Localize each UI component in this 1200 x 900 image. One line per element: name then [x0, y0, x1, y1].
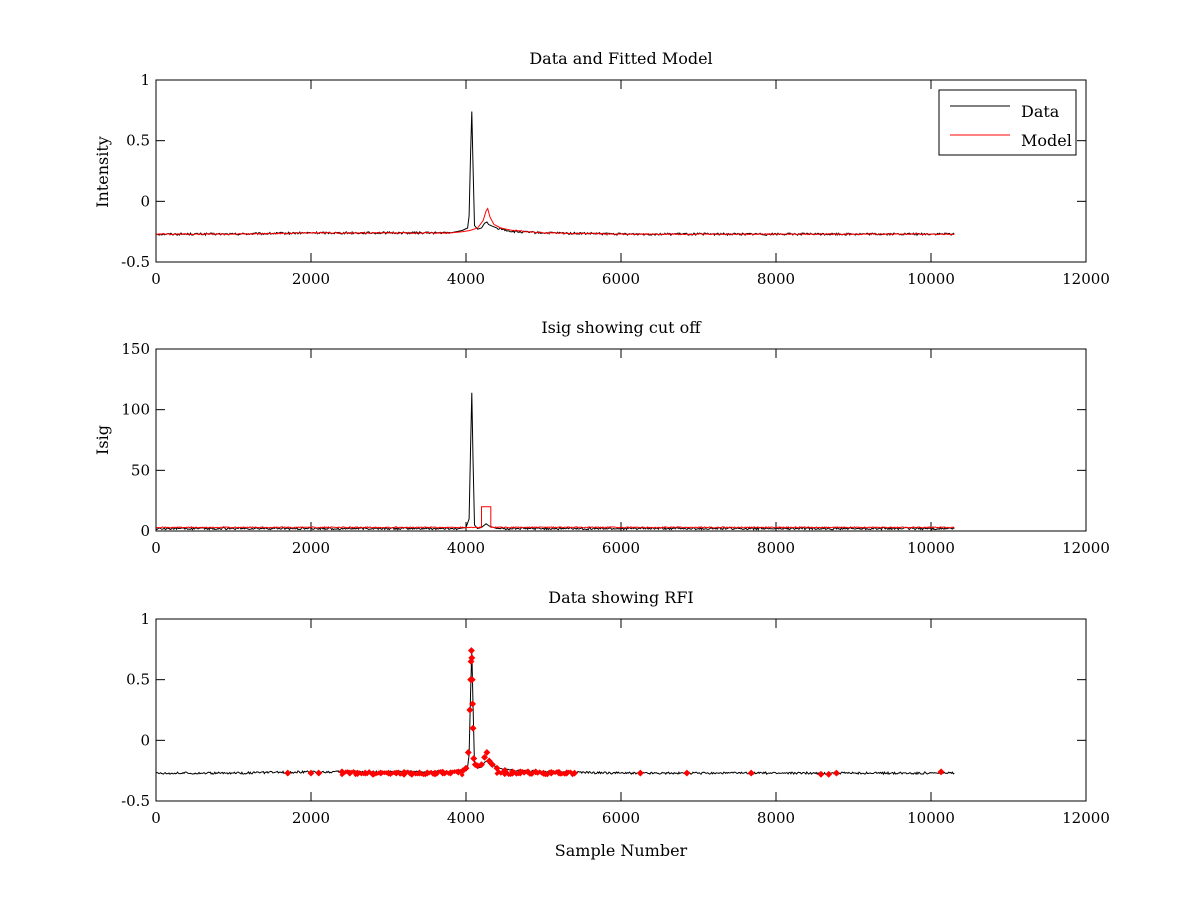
x-tick-label: 2000: [292, 539, 330, 557]
subplot-title: Data and Fitted Model: [529, 49, 712, 68]
y-tick-label: 150: [121, 340, 150, 358]
x-tick-label: 2000: [292, 270, 330, 288]
subplot-title: Isig showing cut off: [541, 318, 702, 337]
rfi-marker: [937, 768, 945, 776]
rfi-marker: [825, 770, 833, 778]
x-tick-label: 12000: [1062, 809, 1110, 827]
x-tick-label: 0: [151, 809, 161, 827]
rfi-marker: [467, 646, 475, 655]
rfi-marker: [462, 764, 470, 772]
subplot-isig-showing-cut-off: Isig showing cut off Isig 0 2000 4000 6000 8…: [93, 318, 1110, 557]
rfi-marker: [817, 770, 825, 778]
x-tick-label: 6000: [602, 270, 640, 288]
rfi-marker: [468, 676, 476, 684]
x-tick-label: 6000: [602, 809, 640, 827]
x-tick-label: 12000: [1062, 539, 1110, 557]
x-tick-label: 8000: [757, 270, 795, 288]
model-series-line: [155, 207, 955, 236]
rfi-marker: [307, 769, 315, 777]
y-tick-label: 0.5: [126, 132, 150, 150]
rfi-marker-band: [339, 768, 577, 778]
y-tick-label: 0: [140, 731, 150, 749]
y-tick-label: 1: [140, 71, 150, 89]
subplot-data-and-fitted-model: Data and Fitted Model Intensity 0 2000 400…: [93, 49, 1110, 288]
cutoff-series-line: [155, 506, 955, 529]
rfi-marker: [470, 754, 478, 763]
rfi-marker: [469, 724, 477, 732]
rfi-marker: [477, 761, 486, 769]
rfi-marker: [483, 748, 491, 757]
y-tick-label: 1: [140, 610, 150, 628]
x-tick-label: 10000: [907, 539, 955, 557]
x-tick-label: 6000: [602, 539, 640, 557]
x-tick-label: 0: [151, 270, 161, 288]
legend-box: [938, 89, 1077, 156]
legend-data-label: Data: [1021, 102, 1060, 121]
y-tick-label: -0.5: [121, 253, 150, 271]
x-tick-label: 10000: [907, 809, 955, 827]
subplot-title: Data showing RFI: [548, 588, 693, 607]
x-tick-label: 12000: [1062, 270, 1110, 288]
y-tick-label: 0: [140, 522, 150, 540]
x-tick-label: 4000: [447, 809, 485, 827]
rfi-marker: [488, 761, 496, 769]
rfi-marker: [747, 769, 755, 777]
rfi-marker: [284, 769, 292, 777]
y-axis-label: Intensity: [93, 136, 112, 208]
legend-model-label: Model: [1021, 131, 1072, 150]
rfi-marker: [636, 769, 644, 777]
y-tick-label: 50: [131, 461, 150, 479]
x-axis-label: Sample Number: [555, 841, 688, 860]
subplot-data-showing-rfi: Data showing RFI Sample Number 0 2000 4000…: [121, 588, 1110, 860]
y-tick-label: 100: [121, 401, 150, 419]
y-tick-label: -0.5: [121, 792, 150, 810]
rfi-marker: [466, 706, 474, 714]
rfi-marker: [469, 700, 477, 708]
data-series-line: [155, 392, 955, 531]
x-tick-label: 8000: [757, 539, 795, 557]
rfi-marker: [468, 654, 476, 662]
x-tick-label: 0: [151, 539, 161, 557]
legend: Data Model: [938, 89, 1077, 156]
x-tick-label: 10000: [907, 270, 955, 288]
rfi-marker: [832, 769, 841, 777]
y-tick-label: 0: [140, 192, 150, 210]
x-tick-label: 4000: [447, 270, 485, 288]
x-tick-label: 4000: [447, 539, 485, 557]
y-tick-label: 0.5: [126, 671, 150, 689]
rfi-marker: [315, 769, 323, 777]
x-tick-label: 8000: [757, 809, 795, 827]
x-tick-label: 2000: [292, 809, 330, 827]
y-axis-label: Isig: [93, 425, 112, 455]
rfi-marker: [464, 748, 472, 757]
rfi-marker: [683, 769, 691, 777]
rfi-marker: [481, 753, 489, 761]
